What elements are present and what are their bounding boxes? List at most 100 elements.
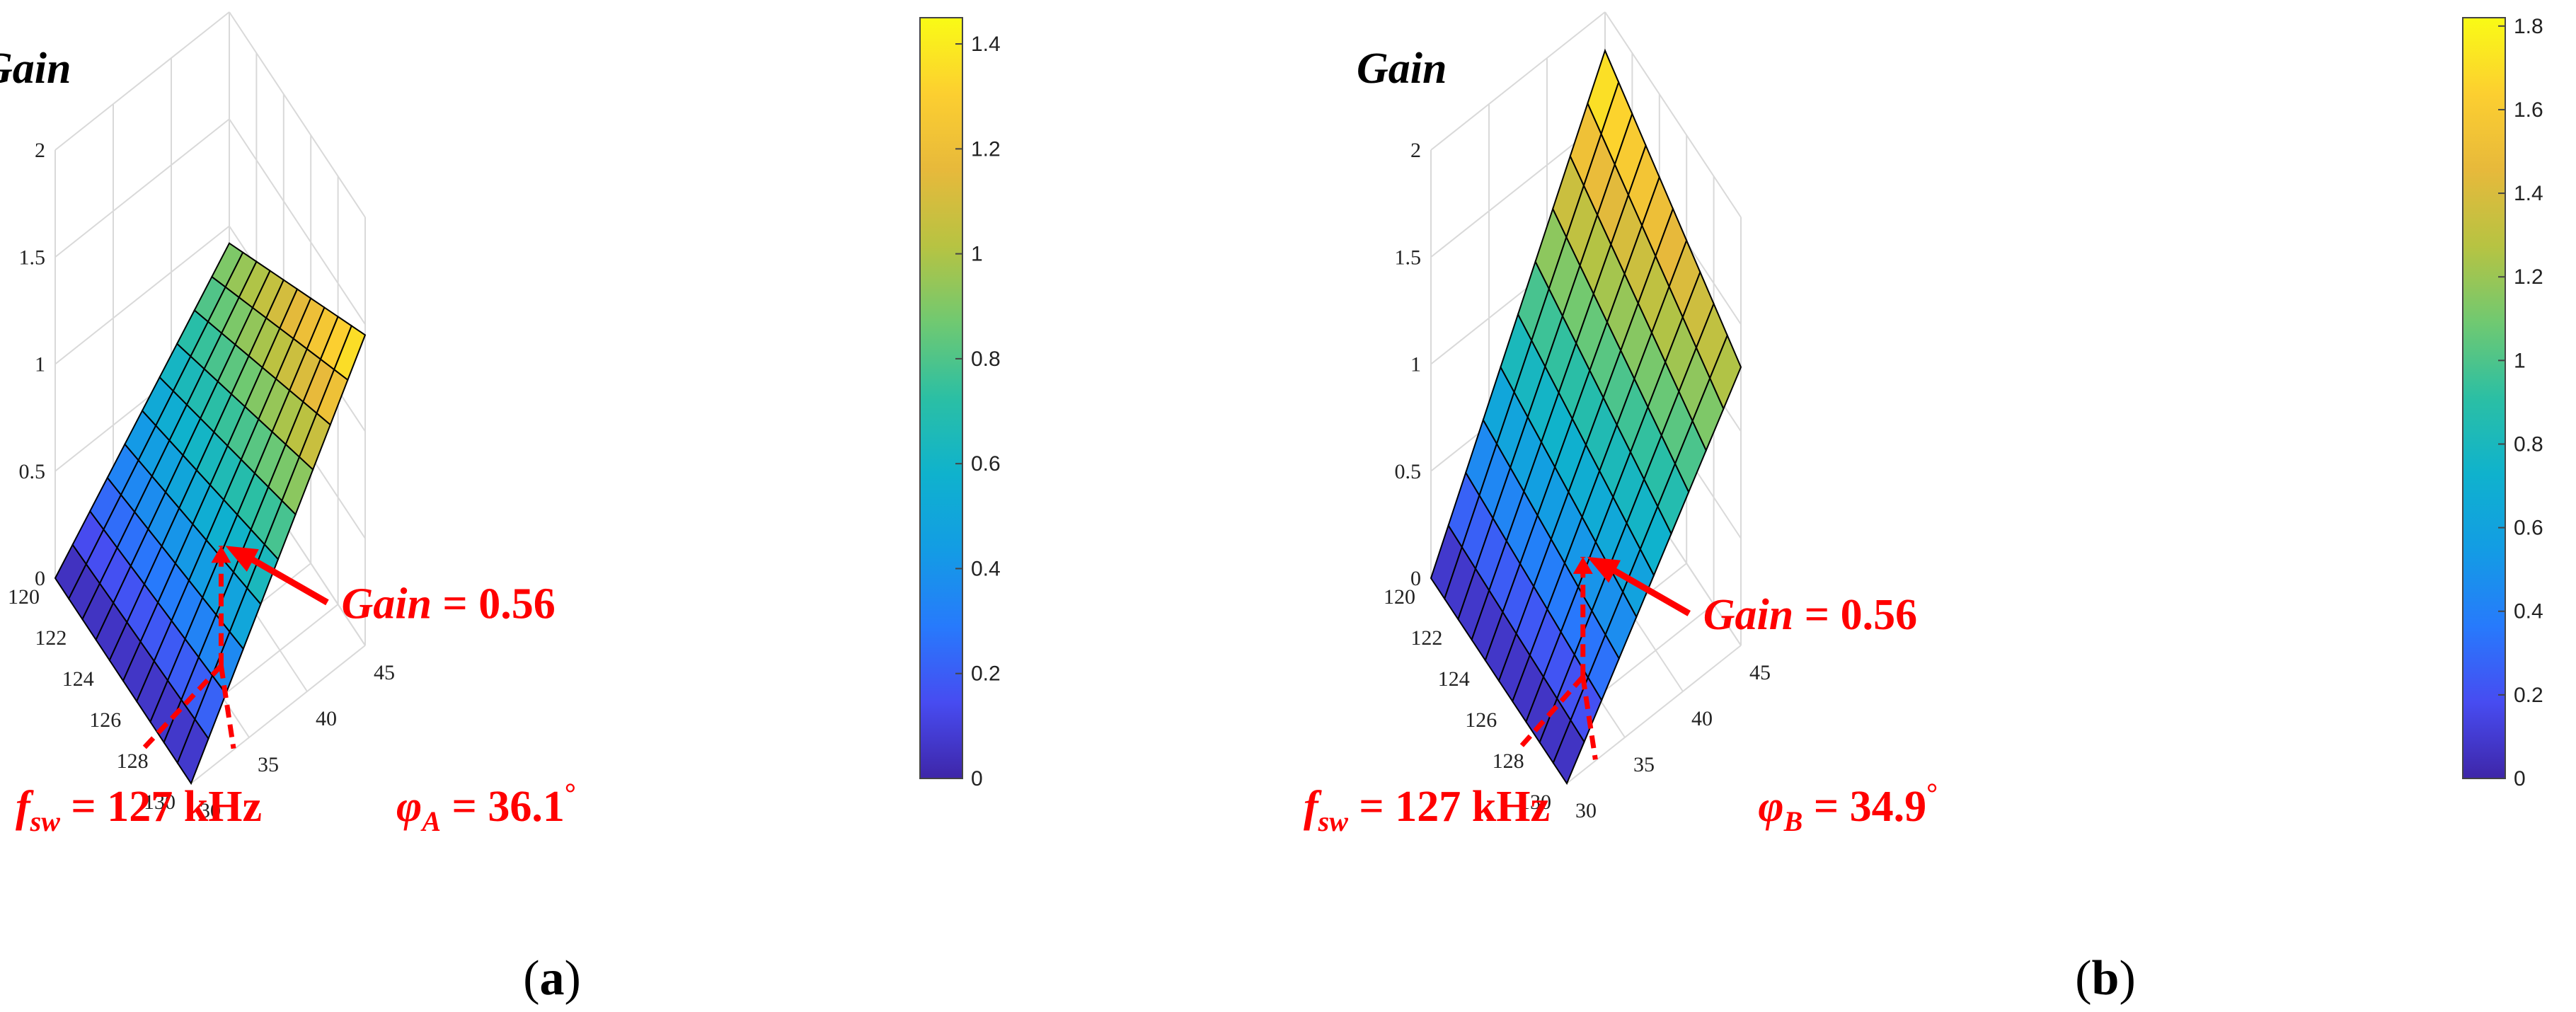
gridline	[1430, 11, 1606, 151]
z-tick-label: 0	[35, 567, 45, 590]
x-axis: 120 122 124 126 128 130	[1384, 585, 1551, 814]
gain-annotation-label: Gain	[341, 580, 431, 628]
gain-annotation: Gain = 0.56	[341, 580, 555, 628]
z-axis: 0 0.5 1 1.5 2	[19, 139, 46, 590]
surface-axes: 00.511.5212012212412612813030354045GainG…	[0, 11, 576, 837]
colorbar-bar	[2462, 17, 2506, 779]
colorbar-tick-label: 0	[971, 767, 983, 790]
z-tick-label: 2	[35, 139, 45, 162]
gridline	[190, 645, 366, 784]
fsw-annotation: fsw = 127 kHz	[1304, 783, 1550, 837]
y-axis: 30 35 40 45	[1575, 661, 1771, 822]
colorbar-tick-label: 0.6	[971, 452, 1001, 476]
fsw-subscript: sw	[30, 805, 61, 837]
colorbar-tick-label: 1.4	[971, 33, 1001, 56]
x-tick-label: 126	[1465, 708, 1497, 732]
panel-label: (b)	[2075, 951, 2136, 1006]
colorbar: 0 0.2 0.4 0.6 0.8 1 1.2 1.4 1.6 1.8	[2462, 15, 2543, 790]
phase-subscript: A	[420, 805, 441, 837]
plot-a-svg: 00.511.5212012212412612813030354045GainG…	[0, 11, 1001, 1006]
gridline	[229, 118, 366, 325]
freq-guide	[1517, 674, 1585, 751]
guide-lines	[141, 546, 236, 751]
gain-arrow-head	[225, 546, 259, 572]
gain-surface-plot-a: 00.511.5212012212412612813030354045GainG…	[0, 11, 1001, 1006]
gain-arrow	[239, 550, 329, 606]
point-marker	[211, 546, 231, 563]
colorbar-tick-label: 0.8	[2514, 432, 2543, 456]
phase-guide	[1580, 676, 1598, 760]
colorbar-tick-label: 0.6	[2514, 517, 2543, 540]
surface	[1430, 48, 1742, 786]
y-tick-label: 30	[200, 799, 221, 822]
phase-value: = 34.9	[1802, 783, 1926, 831]
phase-subscript: B	[1783, 805, 1803, 837]
z-axis-title: Gain	[1357, 45, 1447, 93]
x-tick-label: 124	[62, 667, 94, 691]
y-tick-label: 45	[374, 661, 395, 684]
phase-guide	[218, 665, 236, 749]
phase-annotation: φA = 36.1°	[396, 777, 576, 837]
x-tick-label: 122	[1410, 626, 1442, 650]
phase-annotation: φB = 34.9°	[1758, 777, 1938, 837]
x-tick-label: 120	[1384, 585, 1415, 609]
colorbar-tick-label: 0.4	[971, 557, 1001, 580]
z-axis-title: Gain	[0, 45, 71, 93]
y-tick-label: 45	[1749, 661, 1771, 684]
gridline	[54, 11, 230, 151]
colorbar-tick-label: 1.2	[971, 137, 1001, 161]
degree-symbol: °	[565, 777, 576, 809]
gain-arrow	[1601, 560, 1691, 616]
y-tick-label: 40	[1691, 707, 1713, 730]
z-tick-label: 0	[1410, 567, 1421, 590]
phase-symbol: φ	[396, 783, 422, 831]
y-tick-label: 35	[258, 753, 279, 776]
x-tick-label: 124	[1438, 667, 1470, 691]
surface-patch	[333, 324, 367, 381]
colorbar-tick-label: 0.8	[971, 347, 1001, 371]
gain-annotation-value: = 0.56	[432, 580, 556, 628]
panel-label-close: )	[2119, 951, 2135, 1006]
panel-label-open: (	[2075, 951, 2091, 1006]
z-tick-label: 0.5	[19, 460, 46, 483]
phase-symbol: φ	[1758, 783, 1783, 831]
z-tick-label: 2	[1410, 139, 1421, 162]
y-axis: 30 35 40 45	[200, 661, 395, 822]
x-tick-label: 126	[89, 708, 121, 732]
gridline	[229, 11, 366, 218]
fsw-value: = 127 kHz	[60, 783, 262, 831]
fsw-annotation: fsw = 127 kHz	[16, 783, 262, 837]
gridline	[1566, 645, 1742, 784]
gain-arrow-head	[1587, 556, 1621, 583]
panel-label-letter: b	[2092, 951, 2120, 1006]
colorbar-tick-label: 1.4	[2514, 182, 2543, 205]
fsw-value: = 127 kHz	[1348, 783, 1550, 831]
colorbar-tick-label: 1.6	[2514, 98, 2543, 122]
colorbar-tick-label: 0	[2514, 767, 2526, 790]
colorbar-tick-label: 0.2	[2514, 684, 2543, 707]
colorbar-tick-label: 0.4	[2514, 600, 2543, 623]
fsw-subscript: sw	[1318, 805, 1349, 837]
colorbar-tick-label: 1	[2514, 349, 2526, 372]
z-tick-label: 1.5	[19, 246, 46, 269]
gain-surface-plot-b: 0 0.5 1 1.5 2 120 122 124 126 128 130 30 35 40 45 Gain G…	[1288, 0, 2576, 1012]
panel-label-close: )	[565, 951, 581, 1006]
point-marker	[1572, 556, 1593, 574]
z-tick-label: 1	[35, 353, 45, 376]
x-tick-label: 120	[8, 585, 40, 609]
colorbar-tick-label: 0.2	[971, 662, 1001, 686]
gridline	[54, 118, 230, 258]
x-tick-label: 122	[35, 626, 67, 650]
colorbar-bar	[919, 17, 963, 779]
colorbar-tick-label: 1.8	[2514, 15, 2543, 38]
colorbar: 0 0.2 0.4 0.6 0.8 1 1.2 1.4	[919, 17, 1001, 790]
gain-annotation-value: = 0.56	[1793, 591, 1917, 639]
z-tick-label: 1.5	[1395, 246, 1422, 269]
panel-label: (a)	[523, 951, 581, 1006]
x-tick-label: 130	[1519, 790, 1551, 814]
x-tick-label: 130	[144, 790, 176, 814]
z-tick-label: 1	[1410, 353, 1421, 376]
y-tick-label: 30	[1575, 799, 1597, 822]
